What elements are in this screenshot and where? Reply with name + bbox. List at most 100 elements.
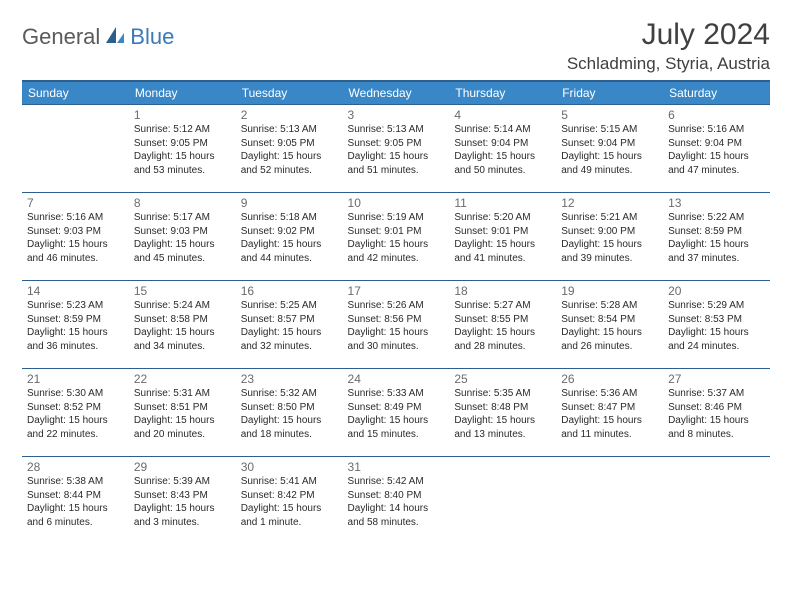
day-number: 3 — [348, 108, 445, 122]
calendar-day-cell: 24Sunrise: 5:33 AMSunset: 8:49 PMDayligh… — [343, 369, 450, 457]
calendar-table: SundayMondayTuesdayWednesdayThursdayFrid… — [22, 80, 770, 545]
location: Schladming, Styria, Austria — [567, 54, 770, 74]
day-number: 11 — [454, 196, 551, 210]
day-number: 4 — [454, 108, 551, 122]
day-info: Sunrise: 5:29 AMSunset: 8:53 PMDaylight:… — [668, 299, 765, 353]
day-number: 27 — [668, 372, 765, 386]
day-info: Sunrise: 5:16 AMSunset: 9:03 PMDaylight:… — [27, 211, 124, 265]
day-info: Sunrise: 5:32 AMSunset: 8:50 PMDaylight:… — [241, 387, 338, 441]
day-number: 24 — [348, 372, 445, 386]
day-number: 16 — [241, 284, 338, 298]
calendar-day-cell — [556, 457, 663, 545]
month-title: July 2024 — [567, 18, 770, 52]
day-number: 6 — [668, 108, 765, 122]
calendar-day-cell: 4Sunrise: 5:14 AMSunset: 9:04 PMDaylight… — [449, 105, 556, 193]
day-number: 29 — [134, 460, 231, 474]
calendar-day-cell: 25Sunrise: 5:35 AMSunset: 8:48 PMDayligh… — [449, 369, 556, 457]
day-number: 12 — [561, 196, 658, 210]
header: General Blue July 2024 Schladming, Styri… — [22, 18, 770, 74]
calendar-day-cell: 8Sunrise: 5:17 AMSunset: 9:03 PMDaylight… — [129, 193, 236, 281]
calendar-day-cell: 30Sunrise: 5:41 AMSunset: 8:42 PMDayligh… — [236, 457, 343, 545]
day-number: 17 — [348, 284, 445, 298]
title-block: July 2024 Schladming, Styria, Austria — [567, 18, 770, 74]
day-info: Sunrise: 5:30 AMSunset: 8:52 PMDaylight:… — [27, 387, 124, 441]
calendar-day-cell — [449, 457, 556, 545]
calendar-day-cell: 22Sunrise: 5:31 AMSunset: 8:51 PMDayligh… — [129, 369, 236, 457]
calendar-day-cell: 31Sunrise: 5:42 AMSunset: 8:40 PMDayligh… — [343, 457, 450, 545]
day-info: Sunrise: 5:14 AMSunset: 9:04 PMDaylight:… — [454, 123, 551, 177]
day-number: 31 — [348, 460, 445, 474]
day-number: 15 — [134, 284, 231, 298]
day-info: Sunrise: 5:41 AMSunset: 8:42 PMDaylight:… — [241, 475, 338, 529]
calendar-header-row: SundayMondayTuesdayWednesdayThursdayFrid… — [22, 81, 770, 105]
calendar-day-cell: 3Sunrise: 5:13 AMSunset: 9:05 PMDaylight… — [343, 105, 450, 193]
calendar-day-cell: 7Sunrise: 5:16 AMSunset: 9:03 PMDaylight… — [22, 193, 129, 281]
calendar-day-cell: 26Sunrise: 5:36 AMSunset: 8:47 PMDayligh… — [556, 369, 663, 457]
logo-text-blue: Blue — [130, 24, 174, 50]
day-info: Sunrise: 5:19 AMSunset: 9:01 PMDaylight:… — [348, 211, 445, 265]
day-info: Sunrise: 5:39 AMSunset: 8:43 PMDaylight:… — [134, 475, 231, 529]
calendar-day-cell: 9Sunrise: 5:18 AMSunset: 9:02 PMDaylight… — [236, 193, 343, 281]
day-info: Sunrise: 5:22 AMSunset: 8:59 PMDaylight:… — [668, 211, 765, 265]
day-info: Sunrise: 5:26 AMSunset: 8:56 PMDaylight:… — [348, 299, 445, 353]
calendar-day-cell: 6Sunrise: 5:16 AMSunset: 9:04 PMDaylight… — [663, 105, 770, 193]
day-number: 13 — [668, 196, 765, 210]
day-info: Sunrise: 5:36 AMSunset: 8:47 PMDaylight:… — [561, 387, 658, 441]
calendar-day-cell: 29Sunrise: 5:39 AMSunset: 8:43 PMDayligh… — [129, 457, 236, 545]
day-info: Sunrise: 5:15 AMSunset: 9:04 PMDaylight:… — [561, 123, 658, 177]
day-info: Sunrise: 5:12 AMSunset: 9:05 PMDaylight:… — [134, 123, 231, 177]
weekday-header: Saturday — [663, 81, 770, 105]
day-info: Sunrise: 5:25 AMSunset: 8:57 PMDaylight:… — [241, 299, 338, 353]
day-info: Sunrise: 5:21 AMSunset: 9:00 PMDaylight:… — [561, 211, 658, 265]
calendar-day-cell — [663, 457, 770, 545]
calendar-day-cell: 20Sunrise: 5:29 AMSunset: 8:53 PMDayligh… — [663, 281, 770, 369]
calendar-day-cell: 11Sunrise: 5:20 AMSunset: 9:01 PMDayligh… — [449, 193, 556, 281]
calendar-day-cell: 16Sunrise: 5:25 AMSunset: 8:57 PMDayligh… — [236, 281, 343, 369]
day-info: Sunrise: 5:13 AMSunset: 9:05 PMDaylight:… — [348, 123, 445, 177]
day-info: Sunrise: 5:13 AMSunset: 9:05 PMDaylight:… — [241, 123, 338, 177]
calendar-day-cell: 10Sunrise: 5:19 AMSunset: 9:01 PMDayligh… — [343, 193, 450, 281]
day-info: Sunrise: 5:17 AMSunset: 9:03 PMDaylight:… — [134, 211, 231, 265]
calendar-day-cell: 12Sunrise: 5:21 AMSunset: 9:00 PMDayligh… — [556, 193, 663, 281]
day-number: 5 — [561, 108, 658, 122]
weekday-header: Tuesday — [236, 81, 343, 105]
day-number: 7 — [27, 196, 124, 210]
day-info: Sunrise: 5:28 AMSunset: 8:54 PMDaylight:… — [561, 299, 658, 353]
weekday-header: Wednesday — [343, 81, 450, 105]
day-number: 30 — [241, 460, 338, 474]
day-number: 23 — [241, 372, 338, 386]
weekday-header: Monday — [129, 81, 236, 105]
day-number: 14 — [27, 284, 124, 298]
calendar-day-cell: 15Sunrise: 5:24 AMSunset: 8:58 PMDayligh… — [129, 281, 236, 369]
day-info: Sunrise: 5:38 AMSunset: 8:44 PMDaylight:… — [27, 475, 124, 529]
calendar-day-cell: 19Sunrise: 5:28 AMSunset: 8:54 PMDayligh… — [556, 281, 663, 369]
day-number: 19 — [561, 284, 658, 298]
day-number: 20 — [668, 284, 765, 298]
calendar-week-row: 14Sunrise: 5:23 AMSunset: 8:59 PMDayligh… — [22, 281, 770, 369]
day-info: Sunrise: 5:35 AMSunset: 8:48 PMDaylight:… — [454, 387, 551, 441]
calendar-day-cell: 17Sunrise: 5:26 AMSunset: 8:56 PMDayligh… — [343, 281, 450, 369]
day-info: Sunrise: 5:20 AMSunset: 9:01 PMDaylight:… — [454, 211, 551, 265]
logo-text-general: General — [22, 24, 100, 50]
calendar-day-cell: 18Sunrise: 5:27 AMSunset: 8:55 PMDayligh… — [449, 281, 556, 369]
day-number: 25 — [454, 372, 551, 386]
calendar-day-cell: 2Sunrise: 5:13 AMSunset: 9:05 PMDaylight… — [236, 105, 343, 193]
day-number: 26 — [561, 372, 658, 386]
day-info: Sunrise: 5:37 AMSunset: 8:46 PMDaylight:… — [668, 387, 765, 441]
day-info: Sunrise: 5:33 AMSunset: 8:49 PMDaylight:… — [348, 387, 445, 441]
calendar-day-cell: 27Sunrise: 5:37 AMSunset: 8:46 PMDayligh… — [663, 369, 770, 457]
calendar-day-cell: 21Sunrise: 5:30 AMSunset: 8:52 PMDayligh… — [22, 369, 129, 457]
day-number: 18 — [454, 284, 551, 298]
calendar-week-row: 7Sunrise: 5:16 AMSunset: 9:03 PMDaylight… — [22, 193, 770, 281]
calendar-week-row: 28Sunrise: 5:38 AMSunset: 8:44 PMDayligh… — [22, 457, 770, 545]
day-number: 8 — [134, 196, 231, 210]
day-number: 9 — [241, 196, 338, 210]
weekday-header: Sunday — [22, 81, 129, 105]
calendar-day-cell: 14Sunrise: 5:23 AMSunset: 8:59 PMDayligh… — [22, 281, 129, 369]
day-info: Sunrise: 5:31 AMSunset: 8:51 PMDaylight:… — [134, 387, 231, 441]
calendar-week-row: 21Sunrise: 5:30 AMSunset: 8:52 PMDayligh… — [22, 369, 770, 457]
calendar-day-cell: 28Sunrise: 5:38 AMSunset: 8:44 PMDayligh… — [22, 457, 129, 545]
day-info: Sunrise: 5:42 AMSunset: 8:40 PMDaylight:… — [348, 475, 445, 529]
day-number: 22 — [134, 372, 231, 386]
day-info: Sunrise: 5:23 AMSunset: 8:59 PMDaylight:… — [27, 299, 124, 353]
